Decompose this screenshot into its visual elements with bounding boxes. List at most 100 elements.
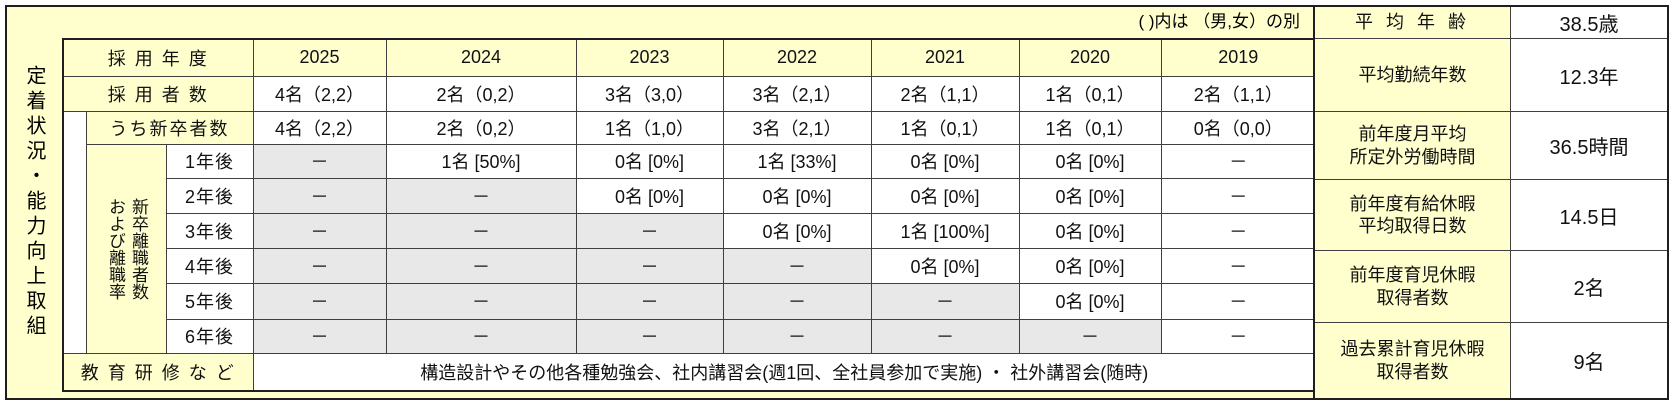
year-header-2024: 2024 bbox=[385, 38, 577, 77]
row-label-year3: 3年後 bbox=[165, 212, 254, 249]
label-gap-column bbox=[62, 110, 87, 354]
year-header-2020: 2020 bbox=[1018, 38, 1162, 77]
table-row: 3年後 － － － 0名 [0%] 1名 [100%] 0名 [0%] － bbox=[63, 212, 1317, 249]
cell-y6-2019: － bbox=[1160, 318, 1317, 354]
cell-newgrads-2022: 3名（2,1） bbox=[722, 110, 872, 145]
cell-y2-2021: 0名 [0%] bbox=[870, 177, 1020, 214]
cell-y5-2022: － bbox=[722, 282, 872, 320]
cell-y3-2021: 1名 [100%] bbox=[870, 212, 1020, 249]
summary-row-childcare-leave: 前年度育児休暇 取得者数 2名 bbox=[1315, 251, 1667, 323]
cell-newgrads-2025: 4名（2,2） bbox=[252, 110, 387, 145]
cell-y4-2023: － bbox=[575, 247, 724, 284]
cell-y5-2023: － bbox=[575, 282, 724, 320]
cell-y1-2024: 1名 [50%] bbox=[385, 143, 577, 179]
summary-label: 前年度育児休暇 取得者数 bbox=[1315, 251, 1511, 322]
cell-y1-2022: 1名 [33%] bbox=[722, 143, 872, 179]
training-description: 構造設計やその他各種勉強会、社内講習会(週1回、全社員参加で実施) ・ 社外講習… bbox=[252, 352, 1317, 392]
cell-y2-2023: 0名 [0%] bbox=[575, 177, 724, 214]
cell-y5-2024: － bbox=[385, 282, 577, 320]
year-header-2022: 2022 bbox=[722, 38, 872, 77]
cell-y5-2020: 0名 [0%] bbox=[1018, 282, 1162, 320]
cell-newgrads-2023: 1名（1,0） bbox=[575, 110, 724, 145]
summary-value: 38.5歳 bbox=[1511, 7, 1667, 38]
year-header-2019: 2019 bbox=[1160, 38, 1317, 77]
gender-breakdown-note: ( )内は （男,女）の別 bbox=[1138, 12, 1301, 31]
table-row: うち新卒者数 4名（2,2） 2名（0,2） 1名（1,0） 3名（2,1） 1… bbox=[62, 110, 1317, 354]
section-side-strip: 定着状況・能力向上取組 bbox=[7, 7, 62, 398]
cell-y1-2021: 0名 [0%] bbox=[870, 143, 1020, 179]
cell-y3-2020: 0名 [0%] bbox=[1018, 212, 1162, 249]
summary-label: 前年度月平均 所定外労働時間 bbox=[1315, 112, 1511, 179]
cell-hired-2021: 2名（1,1） bbox=[870, 75, 1020, 112]
cell-y3-2022: 0名 [0%] bbox=[722, 212, 872, 249]
cell-hired-2024: 2名（0,2） bbox=[385, 75, 577, 112]
cell-y6-2023: － bbox=[575, 318, 724, 354]
summary-row-average-age: 平 均 年 齢 38.5歳 bbox=[1315, 7, 1667, 39]
summary-row-average-tenure: 平均勤続年数 12.3年 bbox=[1315, 39, 1667, 112]
summary-value: 12.3年 bbox=[1511, 39, 1667, 111]
cell-y2-2024: － bbox=[385, 177, 577, 214]
recruitment-table: 採 用 年 度 2025 2024 2023 2022 2021 2020 20… bbox=[62, 38, 1317, 392]
table-row: 採 用 者 数 4名（2,2） 2名（0,2） 3名（3,0） 3名（2,1） … bbox=[62, 75, 1317, 112]
attrition-group-label-text: 新卒離職者数 および離職率 bbox=[106, 197, 148, 300]
summary-row-paid-leave: 前年度有給休暇 平均取得日数 14.5日 bbox=[1315, 180, 1667, 251]
cell-y2-2020: 0名 [0%] bbox=[1018, 177, 1162, 214]
cell-y4-2024: － bbox=[385, 247, 577, 284]
year-header-2023: 2023 bbox=[575, 38, 724, 77]
cell-y4-2021: 0名 [0%] bbox=[870, 247, 1020, 284]
cell-hired-2022: 3名（2,1） bbox=[722, 75, 872, 112]
cell-y2-2019: － bbox=[1160, 177, 1317, 214]
cell-hired-2025: 4名（2,2） bbox=[252, 75, 387, 112]
cell-y4-2019: － bbox=[1160, 247, 1317, 284]
summary-row-childcare-leave-total: 過去累計育児休暇 取得者数 9名 bbox=[1315, 323, 1667, 398]
summary-panel: 平 均 年 齢 38.5歳 平均勤続年数 12.3年 前年度月平均 所定外労働時… bbox=[1313, 7, 1667, 398]
cell-y6-2021: － bbox=[870, 318, 1020, 354]
cell-y3-2024: － bbox=[385, 212, 577, 249]
cell-y4-2020: 0名 [0%] bbox=[1018, 247, 1162, 284]
cell-y1-2025: － bbox=[252, 143, 387, 179]
table-row: 新卒離職者数 および離職率 1年後 － 1名 [50%] 0名 [0%] 1名 … bbox=[63, 143, 1317, 354]
cell-y2-2022: 0名 [0%] bbox=[722, 177, 872, 214]
row-label-hired: 採 用 者 数 bbox=[62, 75, 254, 112]
cell-newgrads-2021: 1名（0,1） bbox=[870, 110, 1020, 145]
cell-y3-2019: － bbox=[1160, 212, 1317, 249]
cell-y1-2019: － bbox=[1160, 143, 1317, 179]
row-label-year2: 2年後 bbox=[165, 177, 254, 214]
row-label-year4: 4年後 bbox=[165, 247, 254, 284]
cell-y3-2025: － bbox=[252, 212, 387, 249]
row-label-year6: 6年後 bbox=[165, 318, 254, 354]
row-label-training: 教 育 研 修 な ど bbox=[62, 352, 254, 392]
summary-value: 14.5日 bbox=[1511, 180, 1667, 250]
cell-y2-2025: － bbox=[252, 177, 387, 214]
cell-y5-2019: － bbox=[1160, 282, 1317, 320]
cell-y6-2022: － bbox=[722, 318, 872, 354]
cell-hired-2023: 3名（3,0） bbox=[575, 75, 724, 112]
summary-value: 9名 bbox=[1511, 323, 1667, 398]
attrition-group-label: 新卒離職者数 および離職率 bbox=[85, 143, 167, 354]
table-row: 4年後 － － － － 0名 [0%] 0名 [0%] － bbox=[63, 247, 1317, 284]
table-row: 5年後 － － － － － 0名 [0%] － bbox=[63, 282, 1317, 320]
section-title-vertical: 定着状況・能力向上取組 bbox=[23, 65, 45, 340]
summary-label: 平均勤続年数 bbox=[1315, 39, 1511, 111]
summary-label: 平 均 年 齢 bbox=[1315, 7, 1511, 38]
cell-y4-2025: － bbox=[252, 247, 387, 284]
cell-y4-2022: － bbox=[722, 247, 872, 284]
table-row: 採 用 年 度 2025 2024 2023 2022 2021 2020 20… bbox=[62, 38, 1317, 77]
summary-value: 2名 bbox=[1511, 251, 1667, 322]
cell-hired-2019: 2名（1,1） bbox=[1160, 75, 1317, 112]
cell-y6-2020: － bbox=[1018, 318, 1162, 354]
cell-y5-2021: － bbox=[870, 282, 1020, 320]
summary-label: 前年度有給休暇 平均取得日数 bbox=[1315, 180, 1511, 250]
summary-row-overtime: 前年度月平均 所定外労働時間 36.5時間 bbox=[1315, 112, 1667, 180]
table-row: 2年後 － － 0名 [0%] 0名 [0%] 0名 [0%] 0名 [0%] … bbox=[63, 177, 1317, 214]
cell-y3-2023: － bbox=[575, 212, 724, 249]
year-header-2025: 2025 bbox=[252, 38, 387, 77]
header-hire-year: 採 用 年 度 bbox=[62, 38, 254, 77]
year-header-2021: 2021 bbox=[870, 38, 1020, 77]
cell-y1-2020: 0名 [0%] bbox=[1018, 143, 1162, 179]
cell-y1-2023: 0名 [0%] bbox=[575, 143, 724, 179]
cell-newgrads-2019: 0名（0,0） bbox=[1160, 110, 1317, 145]
summary-value: 36.5時間 bbox=[1511, 112, 1667, 179]
cell-newgrads-2020: 1名（0,1） bbox=[1018, 110, 1162, 145]
cell-hired-2020: 1名（0,1） bbox=[1018, 75, 1162, 112]
